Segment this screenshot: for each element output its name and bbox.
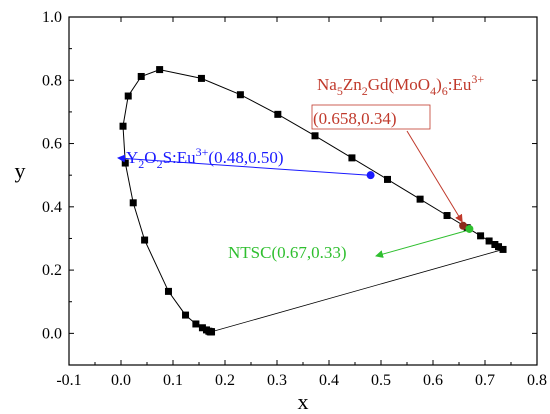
data-point [491, 240, 499, 248]
data-point [416, 195, 424, 203]
y-tick-label: 0.2 [42, 262, 62, 279]
annotations: Na5Zn2Gd(MoO4)6:Eu3+ (0.658,0.34) Y2O2S:Eu… [117, 72, 484, 262]
x-axis: -0.1 0.0 0.1 0.2 0.3 0.4 0.5 0.6 0.7 0.8 [56, 17, 547, 389]
data-point [384, 175, 391, 183]
y-tick-label: 0.6 [42, 136, 62, 153]
data-point [141, 236, 149, 244]
data-point [477, 232, 485, 240]
x-axis-title: x [298, 389, 309, 414]
x-tick-label: 0.2 [215, 372, 235, 389]
data-point [182, 311, 190, 319]
y-axis: 0.0 0.2 0.4 0.6 0.8 1.0 [42, 9, 537, 342]
y-tick-label: 0.8 [42, 72, 62, 89]
na-coords-label: (0.658,0.34) [313, 109, 397, 128]
purple-line [211, 249, 504, 333]
y-axis-title: y [15, 158, 26, 183]
x-tick-label: 0.1 [163, 372, 183, 389]
na-coords-box [311, 104, 431, 130]
y-tick-label: 0.0 [42, 325, 62, 342]
x-tick-label: 0.3 [267, 372, 287, 389]
data-point [156, 66, 164, 74]
data-point [236, 91, 244, 99]
y-tick-label: 1.0 [42, 9, 62, 26]
x-tick-label: 0.7 [475, 372, 495, 389]
ntsc-label: NTSC(0.67,0.33) [228, 243, 347, 262]
y-tick-label: 0.4 [42, 199, 62, 216]
highlight-point [459, 221, 468, 230]
na-formula-label: Na5Zn2Gd(MoO4)6:Eu3+ [317, 72, 484, 98]
data-point [129, 199, 137, 207]
data-point [485, 237, 493, 245]
data-point [202, 326, 210, 334]
x-tick-label: 0.0 [111, 372, 131, 389]
series-points [119, 66, 507, 336]
data-point [192, 320, 200, 328]
highlighted-points [366, 171, 474, 233]
x-tick-label: 0.6 [423, 372, 443, 389]
data-point [121, 159, 129, 167]
y2o2s-arrow [117, 154, 368, 176]
data-point [197, 74, 205, 82]
highlight-point [465, 224, 474, 233]
data-point [119, 122, 127, 130]
data-point [348, 154, 356, 162]
x-tick-label: -0.1 [56, 372, 81, 389]
data-point [495, 243, 503, 251]
data-point [137, 72, 145, 80]
x-tick-label: 0.5 [371, 372, 391, 389]
plot-frame [68, 16, 538, 366]
na-arrow [406, 130, 463, 223]
data-point [499, 245, 507, 253]
y2o2s-label: Y2O2S:Eu3+(0.48,0.50) [126, 145, 283, 171]
highlight-point [366, 171, 375, 180]
data-point [274, 110, 282, 118]
data-point [198, 324, 206, 332]
data-point [443, 212, 451, 220]
data-point [311, 132, 319, 140]
x-tick-label: 0.4 [319, 372, 339, 389]
data-point [164, 287, 172, 295]
ntsc-arrow [375, 230, 466, 258]
data-point [124, 92, 132, 100]
x-tick-label: 0.8 [527, 372, 547, 389]
